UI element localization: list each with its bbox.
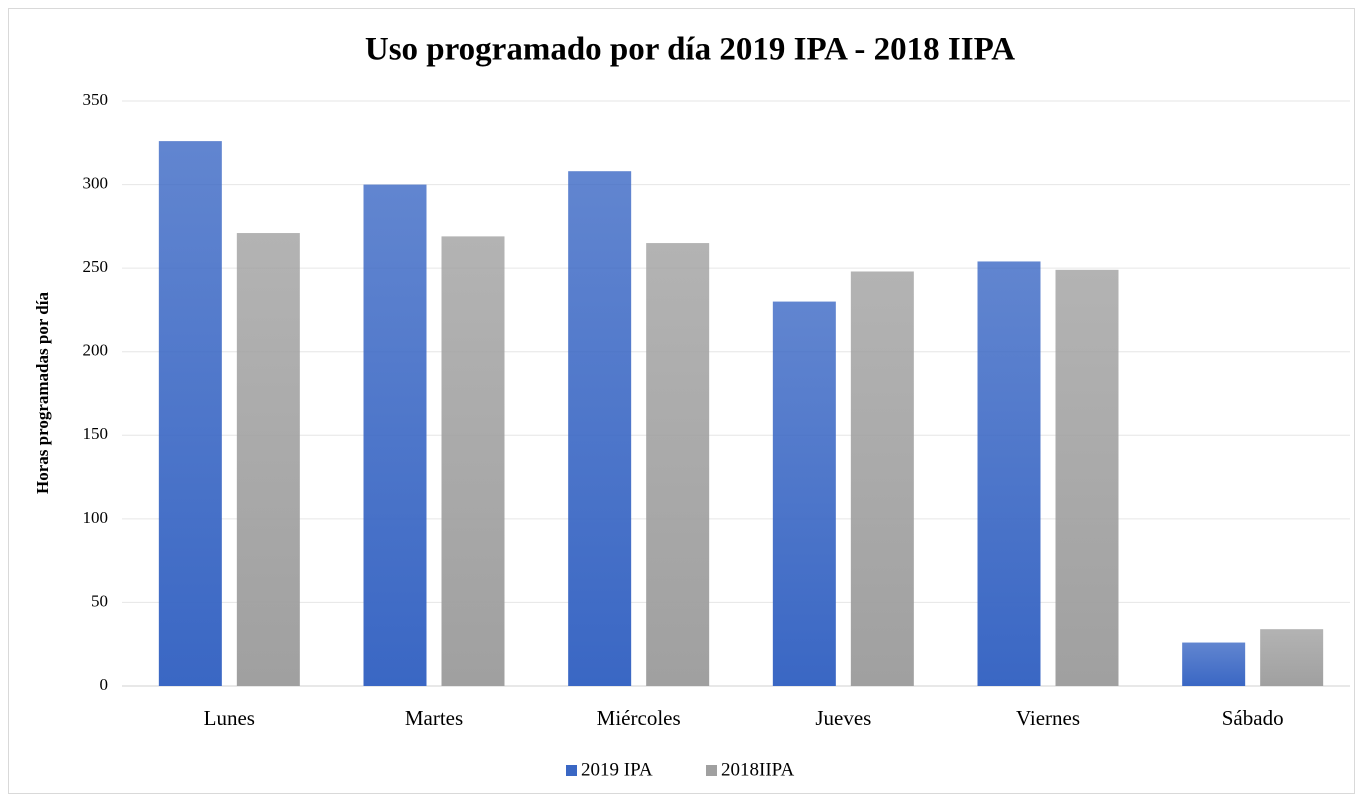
bar xyxy=(568,171,632,686)
y-tick-label: 50 xyxy=(91,591,108,610)
bar xyxy=(977,261,1041,686)
x-tick-label: Miércoles xyxy=(597,706,681,730)
y-tick-label: 100 xyxy=(83,508,109,527)
y-tick-label: 150 xyxy=(83,424,109,443)
legend-swatch xyxy=(566,765,577,776)
bar xyxy=(441,236,505,686)
y-tick-label: 0 xyxy=(100,675,109,694)
x-tick-label: Viernes xyxy=(1016,706,1080,730)
bar xyxy=(646,243,710,687)
x-tick-label: Lunes xyxy=(204,706,255,730)
legend-label: 2018IIPA xyxy=(721,759,794,780)
bar xyxy=(158,141,222,687)
bar xyxy=(1182,642,1246,686)
y-tick-label: 250 xyxy=(83,257,109,276)
bar xyxy=(850,271,914,686)
legend-label: 2019 IPA xyxy=(581,759,653,780)
y-axis-label: Horas programadas por día xyxy=(33,292,52,494)
legend-swatch xyxy=(706,765,717,776)
x-tick-label: Martes xyxy=(405,706,463,730)
bar xyxy=(236,233,300,687)
y-tick-label: 300 xyxy=(83,173,109,192)
bar xyxy=(363,184,427,687)
y-tick-label: 350 xyxy=(83,90,109,109)
bar xyxy=(772,301,836,686)
x-tick-label: Sábado xyxy=(1222,706,1284,730)
chart-title: Uso programado por día 2019 IPA - 2018 I… xyxy=(365,32,1015,68)
bar xyxy=(1260,629,1324,686)
y-tick-label: 200 xyxy=(83,341,109,360)
bar xyxy=(1055,269,1119,686)
x-tick-label: Jueves xyxy=(815,706,871,730)
